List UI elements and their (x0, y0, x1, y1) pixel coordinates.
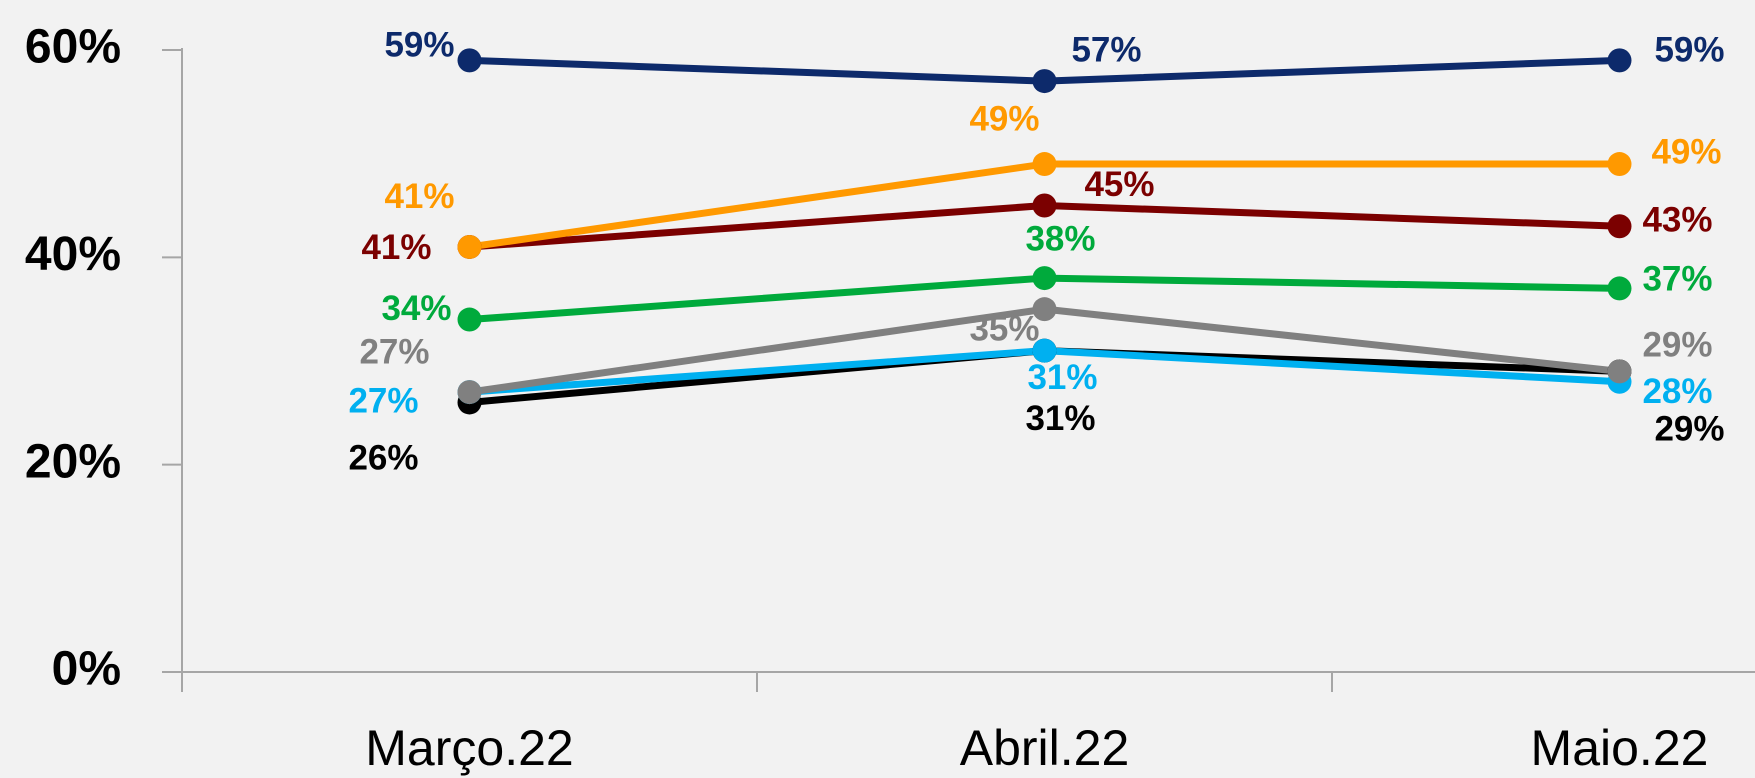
marker (457, 380, 482, 405)
marker (1607, 359, 1632, 384)
marker (1032, 152, 1057, 177)
marker (1607, 214, 1632, 239)
data-label: 43% (1642, 200, 1712, 239)
data-label: 35% (969, 309, 1039, 348)
data-label: 29% (1654, 410, 1724, 449)
data-label: 28% (1642, 372, 1712, 411)
data-label: 57% (1071, 30, 1141, 69)
marker (1607, 152, 1632, 177)
data-label: 31% (1027, 358, 1097, 397)
data-label: 41% (361, 228, 431, 267)
data-label: 59% (384, 26, 454, 65)
x-tick-label: Março.22 (365, 720, 573, 776)
data-label: 37% (1642, 260, 1712, 299)
marker (1607, 276, 1632, 301)
marker (457, 234, 482, 259)
marker (457, 307, 482, 332)
data-label: 26% (348, 439, 418, 478)
marker (1032, 69, 1057, 94)
marker (457, 48, 482, 73)
x-tick-label: Maio.22 (1531, 720, 1709, 776)
data-label: 45% (1084, 165, 1154, 204)
x-tick-label: Abril.22 (960, 720, 1130, 776)
data-label: 34% (381, 289, 451, 328)
data-label: 59% (1654, 31, 1724, 70)
y-tick-label: 20% (25, 435, 121, 488)
y-tick-label: 40% (25, 228, 121, 281)
marker (1032, 266, 1057, 291)
marker (1032, 297, 1057, 322)
data-label: 49% (969, 99, 1039, 138)
data-label: 29% (1642, 326, 1712, 365)
data-label: 27% (348, 381, 418, 420)
data-label: 41% (384, 177, 454, 216)
data-label: 49% (1651, 132, 1721, 171)
marker (1607, 48, 1632, 73)
marker (1032, 338, 1057, 363)
y-tick-label: 0% (52, 643, 121, 696)
y-tick-label: 60% (25, 21, 121, 74)
data-label: 38% (1025, 219, 1095, 258)
data-label: 27% (359, 332, 429, 371)
marker (1032, 193, 1057, 218)
data-label: 31% (1025, 399, 1095, 438)
